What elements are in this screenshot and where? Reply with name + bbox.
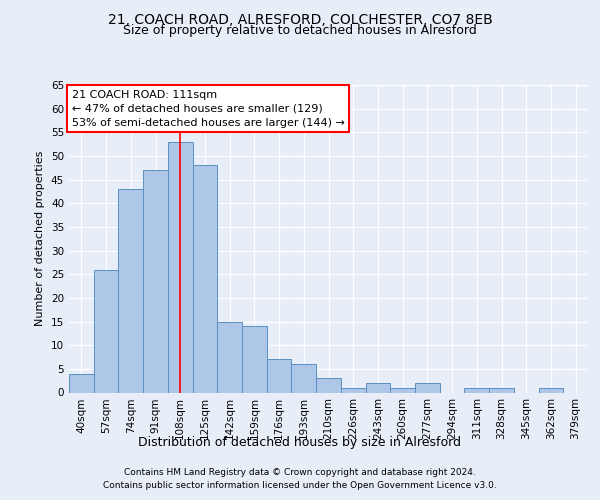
Bar bbox=[168, 142, 193, 393]
Bar bbox=[193, 166, 217, 392]
Text: Contains public sector information licensed under the Open Government Licence v3: Contains public sector information licen… bbox=[103, 480, 497, 490]
Bar bbox=[69, 374, 94, 392]
Bar bbox=[292, 364, 316, 392]
Y-axis label: Number of detached properties: Number of detached properties bbox=[35, 151, 46, 326]
Bar bbox=[365, 383, 390, 392]
Text: 21 COACH ROAD: 111sqm
← 47% of detached houses are smaller (129)
53% of semi-det: 21 COACH ROAD: 111sqm ← 47% of detached … bbox=[71, 90, 344, 128]
Bar bbox=[242, 326, 267, 392]
Text: Size of property relative to detached houses in Alresford: Size of property relative to detached ho… bbox=[123, 24, 477, 37]
Bar bbox=[94, 270, 118, 392]
Bar bbox=[464, 388, 489, 392]
Text: Contains HM Land Registry data © Crown copyright and database right 2024.: Contains HM Land Registry data © Crown c… bbox=[124, 468, 476, 477]
Bar bbox=[316, 378, 341, 392]
Bar bbox=[143, 170, 168, 392]
Bar bbox=[539, 388, 563, 392]
Bar bbox=[341, 388, 365, 392]
Bar bbox=[390, 388, 415, 392]
Bar bbox=[489, 388, 514, 392]
Bar bbox=[267, 360, 292, 392]
Bar bbox=[217, 322, 242, 392]
Bar bbox=[415, 383, 440, 392]
Text: Distribution of detached houses by size in Alresford: Distribution of detached houses by size … bbox=[139, 436, 461, 449]
Text: 21, COACH ROAD, ALRESFORD, COLCHESTER, CO7 8EB: 21, COACH ROAD, ALRESFORD, COLCHESTER, C… bbox=[107, 12, 493, 26]
Bar bbox=[118, 189, 143, 392]
